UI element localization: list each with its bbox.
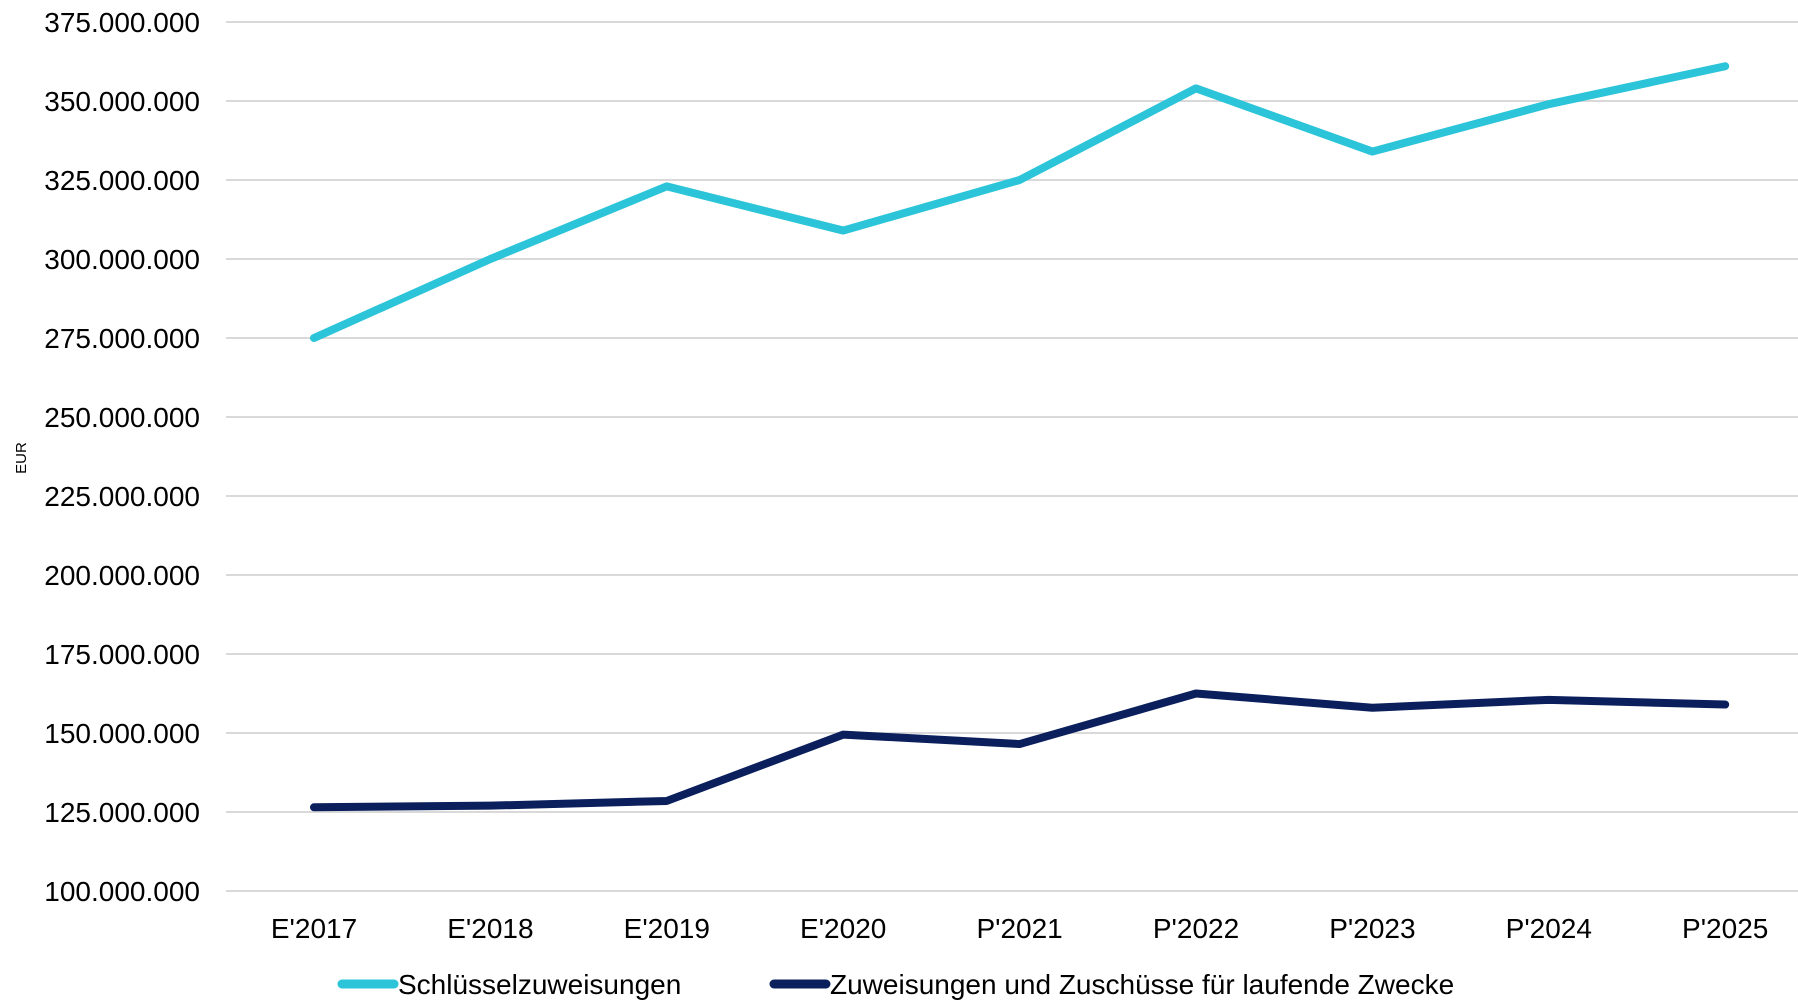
y-axis-ticks: 100.000.000 125.000.000 150.000.000 175.000… bbox=[44, 7, 200, 907]
x-tick-label: E'2020 bbox=[800, 913, 886, 944]
y-tick-label: 250.000.000 bbox=[44, 402, 200, 433]
x-tick-label: P'2025 bbox=[1682, 913, 1768, 944]
y-tick-label: 100.000.000 bbox=[44, 876, 200, 907]
series-lines bbox=[310, 62, 1730, 812]
series-line-0 bbox=[310, 62, 1730, 342]
y-tick-label: 200.000.000 bbox=[44, 560, 200, 591]
x-tick-label: P'2022 bbox=[1153, 913, 1239, 944]
y-tick-label: 375.000.000 bbox=[44, 7, 200, 38]
y-tick-label: 350.000.000 bbox=[44, 86, 200, 117]
x-tick-label: E'2017 bbox=[271, 913, 357, 944]
x-tick-label: P'2021 bbox=[976, 913, 1062, 944]
y-tick-label: 150.000.000 bbox=[44, 718, 200, 749]
y-tick-label: 325.000.000 bbox=[44, 165, 200, 196]
y-tick-label: 275.000.000 bbox=[44, 323, 200, 354]
y-tick-label: 175.000.000 bbox=[44, 639, 200, 670]
x-tick-label: E'2019 bbox=[624, 913, 710, 944]
legend: Schlüsselzuweisungen Zuweisungen und Zusc… bbox=[337, 969, 1454, 1000]
y-tick-label: 300.000.000 bbox=[44, 244, 200, 275]
legend-label: Zuweisungen und Zuschüsse für laufende Z… bbox=[830, 969, 1454, 1000]
legend-label: Schlüsselzuweisungen bbox=[398, 969, 681, 1000]
y-axis-label: EUR bbox=[13, 442, 30, 474]
y-tick-label: 225.000.000 bbox=[44, 481, 200, 512]
gridlines bbox=[226, 21, 1798, 892]
x-tick-label: P'2023 bbox=[1329, 913, 1415, 944]
x-tick-label: E'2018 bbox=[447, 913, 533, 944]
x-tick-label: P'2024 bbox=[1506, 913, 1592, 944]
x-axis-ticks: E'2017 E'2018 E'2019 E'2020 P'2021 P'2022 P'20… bbox=[271, 913, 1769, 944]
series-line-1 bbox=[310, 689, 1730, 812]
y-tick-label: 125.000.000 bbox=[44, 797, 200, 828]
